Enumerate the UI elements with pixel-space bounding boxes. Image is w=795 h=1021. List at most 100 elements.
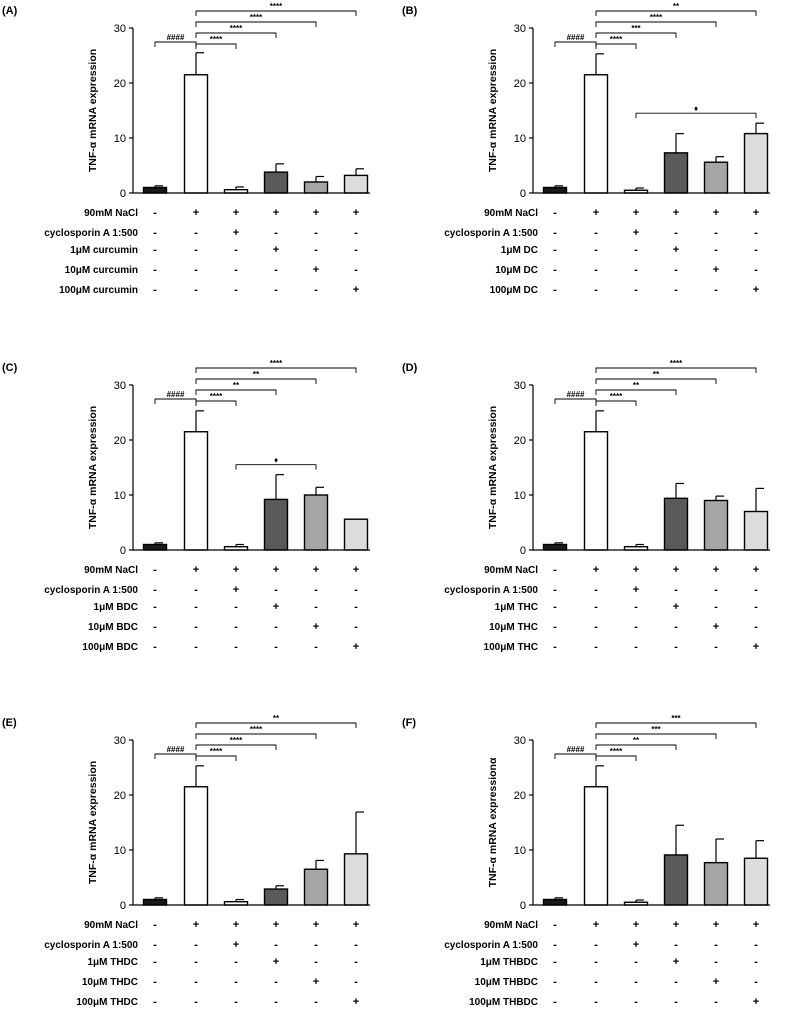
treatment-sign: - (553, 227, 557, 239)
treatment-sign: - (234, 641, 238, 653)
treatment-sign: - (634, 996, 638, 1008)
treatment-label: 90mM NaCl (84, 920, 138, 931)
treatment-label: 100μM THC (484, 642, 538, 653)
treatment-sign: - (674, 584, 678, 596)
y-tick-label: 10 (514, 490, 526, 502)
treatment-sign: + (633, 584, 639, 596)
treatment-sign: - (634, 264, 638, 276)
significance-label-4: **** (650, 13, 663, 22)
significance-label-1: #### (167, 390, 185, 399)
significance-label-1: #### (567, 390, 585, 399)
treatment-sign: - (274, 939, 278, 951)
significance-label-3: ** (233, 381, 240, 390)
treatment-sign: - (594, 996, 598, 1008)
treatment-label: 90mM NaCl (484, 208, 538, 219)
significance-bracket-3 (595, 389, 677, 395)
treatment-sign: + (633, 207, 639, 219)
treatment-sign: - (714, 996, 718, 1008)
treatment-label: cyclosporin A 1:500 (44, 940, 138, 951)
significance-label-3: **** (230, 24, 243, 33)
y-tick-label: 20 (114, 790, 126, 802)
treatment-sign: - (594, 244, 598, 256)
treatment-sign: - (714, 641, 718, 653)
treatment-sign: - (354, 976, 358, 988)
treatment-label: cyclosporin A 1:500 (444, 585, 538, 596)
treatment-sign: - (234, 601, 238, 613)
treatment-sign: - (234, 996, 238, 1008)
treatment-sign: + (633, 939, 639, 951)
treatment-sign: - (553, 939, 557, 951)
treatment-sign: + (273, 919, 279, 931)
treatment-sign: + (273, 601, 279, 613)
significance-bracket-5 (195, 722, 357, 728)
treatment-label: cyclosporin A 1:500 (44, 585, 138, 596)
treatment-label: 10μM THBDC (475, 977, 538, 988)
treatment-sign: + (313, 621, 319, 633)
treatment-label: 1μM THBDC (480, 957, 538, 968)
significance-label-4: **** (250, 725, 263, 734)
significance-bracket-2 (595, 755, 637, 761)
treatment-label: 90mM NaCl (84, 565, 138, 576)
treatment-sign: - (194, 584, 198, 596)
treatment-label: 90mM NaCl (84, 208, 138, 219)
treatment-sign: - (553, 264, 557, 276)
y-tick-label: 20 (514, 78, 526, 90)
treatment-label: 90mM NaCl (484, 565, 538, 576)
treatment-sign: - (234, 264, 238, 276)
treatment-sign: - (553, 956, 557, 968)
panel-label: (C) (2, 362, 18, 374)
treatment-sign: - (714, 601, 718, 613)
treatment-sign: - (153, 919, 157, 931)
significance-label-3: *** (631, 24, 641, 33)
significance-bracket-2 (195, 43, 237, 49)
treatment-sign: - (194, 641, 198, 653)
treatment-sign: - (153, 564, 157, 576)
treatment-sign: - (194, 956, 198, 968)
treatment-sign: - (314, 939, 318, 951)
treatment-sign: - (594, 641, 598, 653)
treatment-sign: - (634, 956, 638, 968)
treatment-sign: + (753, 564, 759, 576)
treatment-sign: + (713, 264, 719, 276)
treatment-sign: + (313, 264, 319, 276)
treatment-sign: + (313, 976, 319, 988)
significance-bracket-3 (195, 389, 277, 395)
treatment-sign: + (713, 976, 719, 988)
treatment-sign: - (354, 264, 358, 276)
treatment-sign: - (194, 976, 198, 988)
treatment-sign: - (553, 621, 557, 633)
y-tick-label: 10 (114, 133, 126, 145)
significance-bracket-6 (635, 112, 757, 119)
significance-bracket-5 (195, 367, 357, 373)
y-tick-label: 30 (114, 735, 126, 747)
treatment-label: 100μM THBDC (469, 997, 538, 1008)
significance-bracket-2 (595, 400, 637, 406)
treatment-sign: + (193, 564, 199, 576)
significance-label-1: #### (167, 33, 185, 42)
bar-5 (303, 868, 329, 906)
bar-4 (663, 497, 689, 551)
treatment-sign: - (274, 264, 278, 276)
significance-bracket-1 (154, 753, 197, 759)
treatment-sign: - (274, 284, 278, 296)
y-axis-title: TNF-α mRNA expression (87, 49, 99, 172)
y-tick-label: 20 (514, 435, 526, 447)
bar-1 (542, 543, 568, 551)
treatment-label: 10μM THDC (82, 977, 138, 988)
treatment-sign: + (753, 996, 759, 1008)
significance-label-3: ** (633, 736, 640, 745)
significance-bracket-1 (554, 398, 597, 404)
treatment-sign: - (234, 284, 238, 296)
treatment-sign: - (194, 264, 198, 276)
treatment-sign: + (273, 564, 279, 576)
significance-bracket-4 (595, 733, 717, 739)
significance-label-5: **** (270, 359, 283, 368)
y-tick-label: 30 (514, 23, 526, 35)
treatment-sign: - (274, 621, 278, 633)
bar-2 (583, 431, 609, 551)
treatment-sign: - (674, 641, 678, 653)
treatment-sign: - (553, 601, 557, 613)
y-tick-label: 20 (514, 790, 526, 802)
significance-bracket-5 (595, 10, 757, 16)
